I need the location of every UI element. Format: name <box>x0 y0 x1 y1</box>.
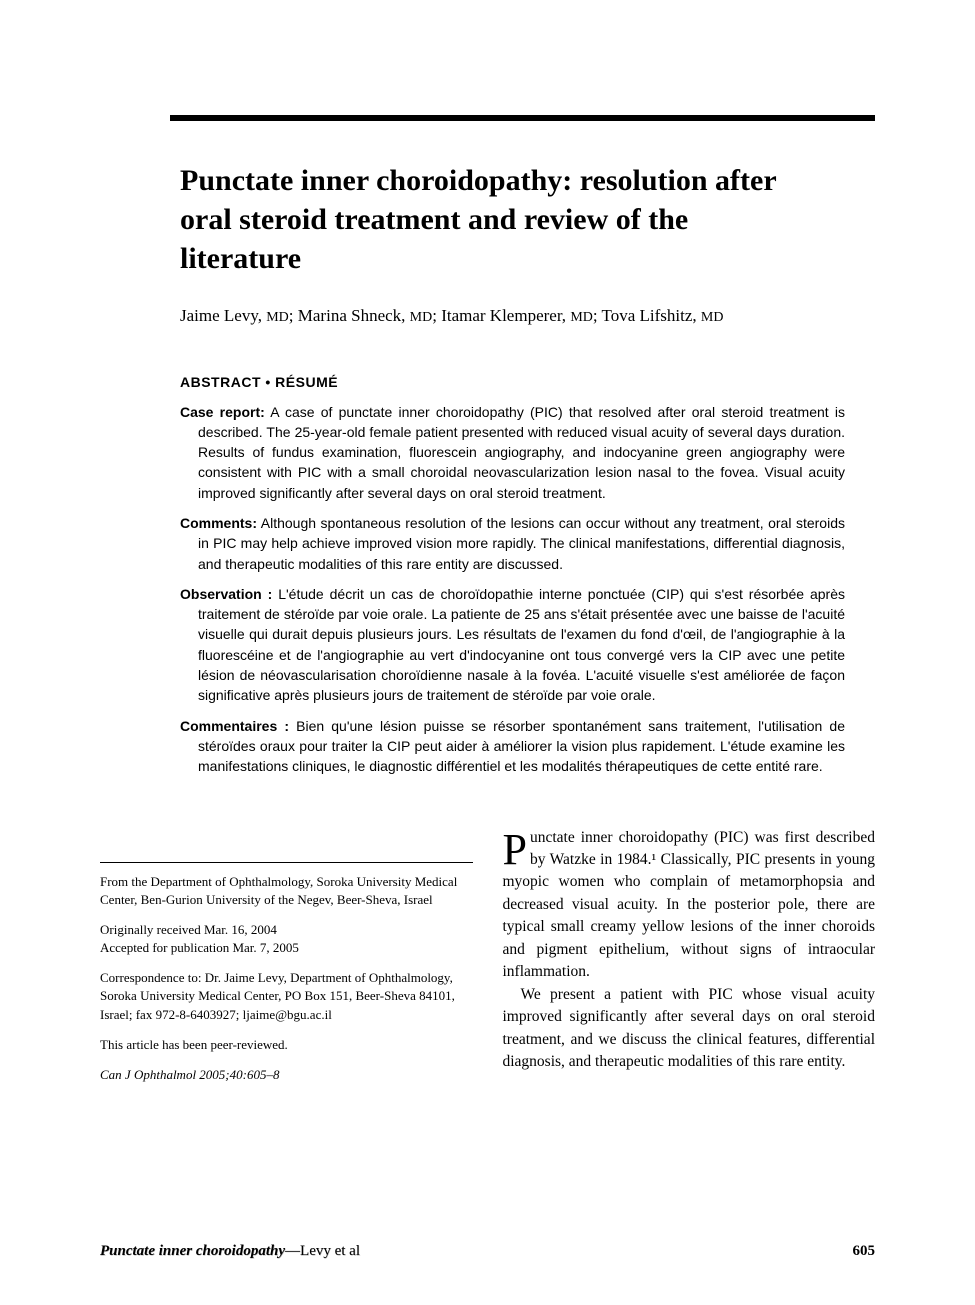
abstract-item: Commentaires : Bien qu'une lésion puisse… <box>180 716 845 777</box>
citation: Can J Ophthalmol 2005;40:605–8 <box>100 1066 473 1084</box>
running-head: Punctate inner choroidopathy—Levy et al <box>100 1243 360 1260</box>
affiliation: From the Department of Ophthalmology, So… <box>100 873 473 909</box>
page-number: 605 <box>853 1243 876 1260</box>
peer-reviewed: This article has been peer-reviewed. <box>100 1036 473 1054</box>
body-p2: We present a patient with PIC whose visu… <box>503 984 876 1074</box>
author-list: Jaime Levy, MD; Marina Shneck, MD; Itama… <box>180 303 795 329</box>
abstract-item: Case report: A case of punctate inner ch… <box>180 402 845 503</box>
left-column: From the Department of Ophthalmology, So… <box>100 827 473 1097</box>
affiliation-rule <box>100 862 473 863</box>
header-rule <box>170 115 875 121</box>
page-footer: Punctate inner choroidopathy—Levy et al … <box>100 1243 875 1260</box>
body-column: Punctate inner choroidopathy (PIC) was f… <box>503 827 876 1097</box>
body-p1: Punctate inner choroidopathy (PIC) was f… <box>503 827 876 984</box>
dropcap: P <box>503 827 530 868</box>
abstract-heading: ABSTRACT • RÉSUMÉ <box>180 374 875 390</box>
correspondence: Correspondence to: Dr. Jaime Levy, Depar… <box>100 969 473 1024</box>
abstract-container: Case report: A case of punctate inner ch… <box>100 402 875 777</box>
abstract-item: Comments: Although spontaneous resolutio… <box>180 513 845 574</box>
article-title: Punctate inner choroidopathy: resolution… <box>180 161 795 278</box>
dates: Originally received Mar. 16, 2004 Accept… <box>100 921 473 957</box>
abstract-item: Observation : L'étude décrit un cas de c… <box>180 584 845 706</box>
